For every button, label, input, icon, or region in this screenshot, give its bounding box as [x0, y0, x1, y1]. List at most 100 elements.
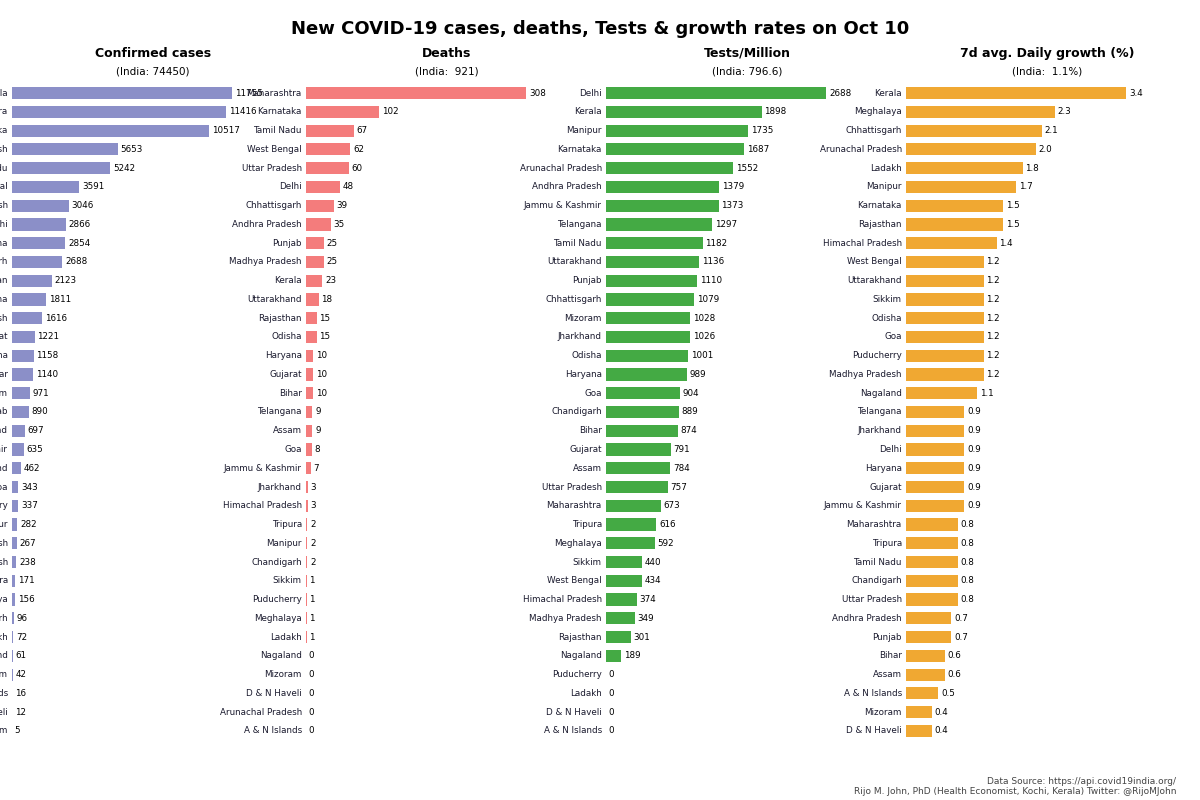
Text: 635: 635	[26, 445, 43, 454]
Bar	[306, 331, 317, 343]
Text: 1.2: 1.2	[986, 276, 1000, 286]
Text: 11755: 11755	[235, 89, 263, 98]
Bar	[606, 425, 678, 437]
Bar	[606, 256, 700, 268]
Bar	[306, 387, 313, 399]
Text: 1297: 1297	[715, 220, 737, 229]
Bar	[306, 538, 307, 550]
Text: 0.7: 0.7	[954, 614, 968, 623]
Bar	[12, 331, 35, 343]
Bar	[306, 556, 307, 568]
Bar	[606, 631, 631, 643]
Text: 1110: 1110	[700, 276, 721, 286]
Bar	[12, 594, 14, 606]
Text: 1182: 1182	[706, 238, 727, 248]
Bar	[12, 218, 66, 230]
Bar	[906, 143, 1036, 155]
Bar	[306, 181, 341, 193]
Text: 0.6: 0.6	[948, 651, 961, 660]
Bar	[906, 331, 984, 343]
Bar	[12, 538, 17, 550]
Bar	[906, 312, 984, 324]
Bar	[606, 462, 671, 474]
Bar	[606, 574, 642, 587]
Bar	[606, 199, 719, 212]
Bar	[906, 368, 984, 381]
Text: 308: 308	[529, 89, 546, 98]
Bar	[12, 181, 79, 193]
Text: 18: 18	[322, 295, 332, 304]
Text: 0: 0	[308, 651, 314, 660]
Text: (India: 74450): (India: 74450)	[116, 66, 190, 76]
Text: Deaths: Deaths	[422, 47, 472, 60]
Text: 0.4: 0.4	[935, 708, 948, 717]
Text: 2866: 2866	[68, 220, 90, 229]
Text: 1: 1	[310, 614, 314, 623]
Bar	[606, 181, 719, 193]
Text: 0: 0	[308, 689, 314, 698]
Text: 1001: 1001	[691, 351, 713, 360]
Bar	[12, 312, 42, 324]
Bar	[906, 725, 932, 737]
Bar	[606, 274, 697, 286]
Bar	[606, 556, 642, 568]
Text: 5242: 5242	[113, 164, 136, 173]
Text: Tests/Million: Tests/Million	[703, 47, 791, 60]
Text: 434: 434	[644, 576, 661, 586]
Text: 9: 9	[316, 407, 320, 417]
Text: 3.4: 3.4	[1129, 89, 1142, 98]
Text: 1079: 1079	[697, 295, 719, 304]
Text: 8: 8	[314, 445, 320, 454]
Text: 5653: 5653	[120, 145, 143, 154]
Bar	[12, 237, 66, 250]
Text: 757: 757	[671, 482, 688, 491]
Bar	[12, 350, 34, 362]
Text: 349: 349	[637, 614, 654, 623]
Bar	[306, 162, 349, 174]
Text: 1: 1	[310, 595, 314, 604]
Bar	[606, 368, 688, 381]
Text: 10517: 10517	[211, 126, 240, 135]
Bar	[606, 106, 762, 118]
Text: 7: 7	[313, 464, 319, 473]
Bar	[906, 500, 965, 512]
Bar	[906, 443, 965, 456]
Bar	[306, 518, 307, 530]
Bar	[906, 106, 1055, 118]
Bar	[606, 518, 656, 530]
Text: 96: 96	[17, 614, 28, 623]
Bar	[12, 274, 52, 286]
Bar	[906, 518, 958, 530]
Bar	[12, 443, 24, 456]
Text: 3: 3	[311, 502, 317, 510]
Text: 0.9: 0.9	[967, 426, 980, 435]
Bar	[12, 481, 18, 493]
Bar	[906, 538, 958, 550]
Bar	[12, 87, 233, 99]
Bar	[906, 294, 984, 306]
Bar	[306, 425, 312, 437]
Text: 48: 48	[343, 182, 354, 191]
Text: 5: 5	[14, 726, 20, 735]
Bar	[12, 462, 20, 474]
Text: 10: 10	[316, 351, 326, 360]
Text: 1: 1	[310, 633, 314, 642]
Bar	[906, 650, 944, 662]
Bar	[306, 274, 323, 286]
Bar	[906, 669, 944, 681]
Text: 1158: 1158	[36, 351, 59, 360]
Bar	[606, 612, 635, 625]
Text: 102: 102	[382, 107, 398, 116]
Bar	[606, 443, 671, 456]
Bar	[606, 387, 680, 399]
Bar	[606, 143, 744, 155]
Text: 12: 12	[14, 708, 26, 717]
Bar	[906, 387, 977, 399]
Text: 0: 0	[308, 726, 314, 735]
Bar	[12, 387, 30, 399]
Text: New COVID-19 cases, deaths, Tests & growth rates on Oct 10: New COVID-19 cases, deaths, Tests & grow…	[290, 20, 910, 38]
Bar	[606, 331, 690, 343]
Text: 11416: 11416	[229, 107, 256, 116]
Text: 301: 301	[634, 633, 650, 642]
Bar	[306, 87, 527, 99]
